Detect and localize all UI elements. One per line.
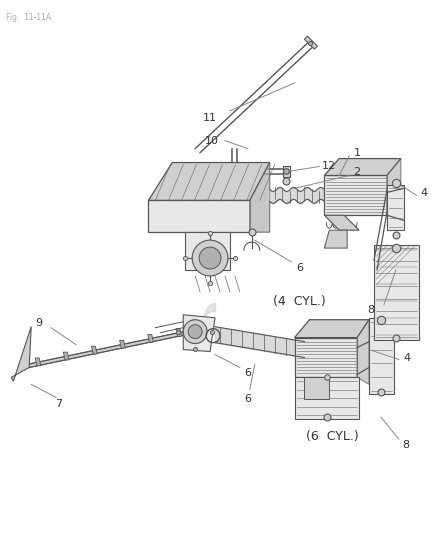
Polygon shape <box>373 245 418 340</box>
Polygon shape <box>91 346 97 354</box>
Circle shape <box>192 240 227 276</box>
Text: 2: 2 <box>353 167 360 177</box>
Polygon shape <box>368 318 393 394</box>
Polygon shape <box>356 320 368 384</box>
Text: 1: 1 <box>353 148 360 158</box>
Text: 12: 12 <box>321 160 336 171</box>
Polygon shape <box>324 158 400 175</box>
Polygon shape <box>324 175 386 215</box>
Text: 4: 4 <box>403 352 410 362</box>
Text: 10: 10 <box>205 136 219 146</box>
Text: (4  CYL.): (4 CYL.) <box>272 295 325 308</box>
Text: 11: 11 <box>203 113 216 123</box>
Polygon shape <box>324 230 346 248</box>
Polygon shape <box>35 358 41 366</box>
Circle shape <box>188 325 201 338</box>
Polygon shape <box>282 166 289 177</box>
Text: 6: 6 <box>295 263 302 273</box>
Text: 7: 7 <box>55 399 63 409</box>
Polygon shape <box>185 232 230 270</box>
Polygon shape <box>304 36 317 49</box>
Text: 8: 8 <box>367 305 374 315</box>
Polygon shape <box>148 163 269 200</box>
Polygon shape <box>294 377 358 419</box>
Polygon shape <box>386 158 400 220</box>
Polygon shape <box>120 341 125 348</box>
Polygon shape <box>148 334 153 342</box>
Text: 6: 6 <box>244 394 251 405</box>
Polygon shape <box>294 337 356 377</box>
Polygon shape <box>294 320 368 337</box>
Polygon shape <box>19 328 203 369</box>
Polygon shape <box>304 377 328 399</box>
Text: (6  CYL.): (6 CYL.) <box>305 430 358 442</box>
Polygon shape <box>386 185 403 230</box>
Text: 9: 9 <box>35 318 42 328</box>
Polygon shape <box>11 327 31 382</box>
Polygon shape <box>183 315 215 352</box>
Text: Fig.  11-11A: Fig. 11-11A <box>6 13 51 22</box>
Text: 6: 6 <box>244 368 251 378</box>
Polygon shape <box>63 352 69 360</box>
Circle shape <box>183 320 207 344</box>
Polygon shape <box>324 215 358 230</box>
Polygon shape <box>249 163 269 232</box>
Polygon shape <box>148 200 249 232</box>
Text: 4: 4 <box>419 188 426 198</box>
Circle shape <box>199 247 220 269</box>
Text: 8: 8 <box>401 440 409 450</box>
Polygon shape <box>176 328 181 336</box>
